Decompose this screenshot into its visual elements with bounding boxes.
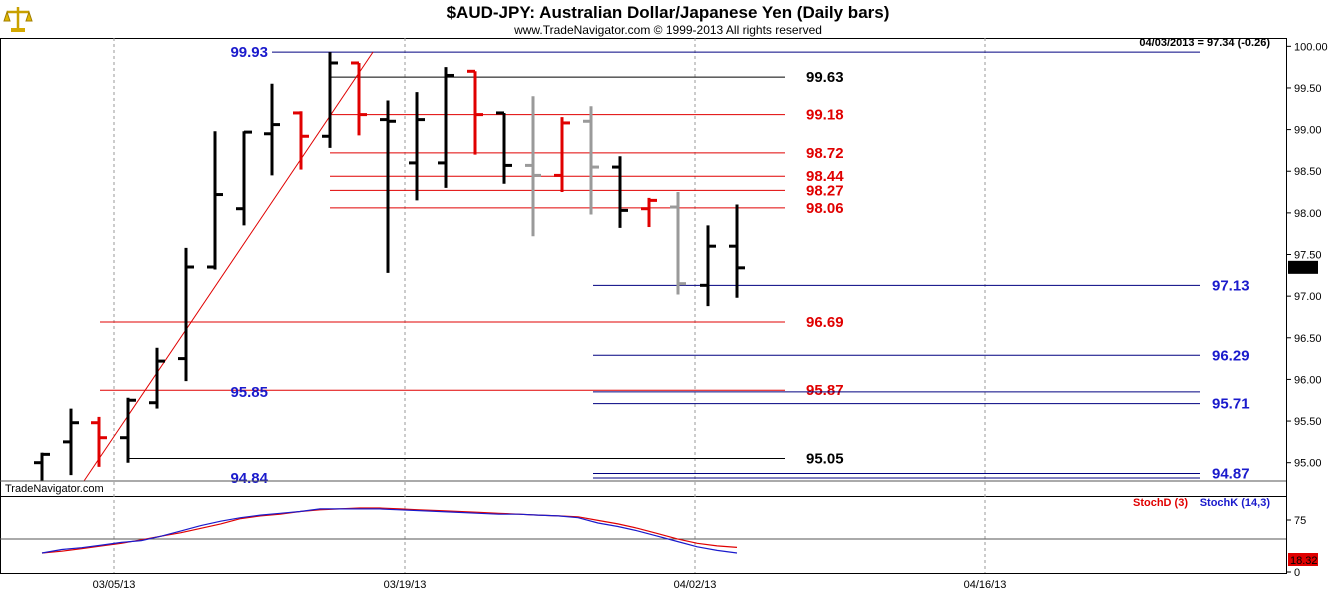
- stoch-value-label: 18.32: [1290, 555, 1318, 567]
- scales-icon: [2, 3, 34, 35]
- ohlc-bar: [236, 130, 252, 226]
- ohlc-bar: [380, 100, 396, 273]
- y-tick-label: 98.00: [1294, 208, 1322, 220]
- ohlc-bar: [120, 397, 136, 463]
- ohlc-bar: [467, 69, 483, 155]
- ohlc-bar: [641, 197, 657, 228]
- level-label: 99.18: [806, 107, 844, 124]
- ohlc-bar: [207, 131, 223, 270]
- price-axis: 100.00 99.50 99.00 98.50 98.00 97.50 97.00 96.5…: [1286, 41, 1328, 470]
- level-label: 95.05: [806, 451, 844, 468]
- ohlc-bar: [554, 117, 570, 193]
- chart-subtitle: www.TradeNavigator.com © 1999-2013 All r…: [513, 23, 822, 37]
- last-price-tag: [1288, 260, 1318, 274]
- ohlc-bar: [264, 83, 280, 176]
- trendline: [83, 51, 374, 482]
- level-label: 98.44: [806, 168, 844, 185]
- ohlc-bar: [496, 111, 512, 184]
- ohlc-bar: [670, 192, 686, 295]
- y-tick-label: 97.50: [1294, 250, 1322, 262]
- level-label: 95.85: [230, 384, 268, 401]
- vertical-gridlines: [113, 38, 986, 573]
- ohlc-bar: [729, 204, 745, 298]
- level-label: 96.69: [806, 314, 844, 331]
- ohlc-bar: [612, 156, 628, 228]
- stoch-tick-label: 0: [1294, 567, 1300, 579]
- level-label: 98.27: [806, 182, 844, 199]
- y-tick-label: 98.50: [1294, 166, 1322, 178]
- ohlc-bar: [583, 106, 599, 215]
- ohlc-bar: [525, 96, 541, 237]
- ohlc-bar: [91, 416, 107, 467]
- y-tick-label: 96.00: [1294, 374, 1322, 386]
- level-label: 99.63: [806, 69, 844, 86]
- y-tick-label: 99.00: [1294, 125, 1322, 137]
- last-price-label: 97.34: [1290, 263, 1318, 275]
- stoch-series-line: [41, 508, 738, 554]
- ohlc-bar: [178, 247, 194, 382]
- level-label: 96.29: [1212, 347, 1250, 364]
- ohlc-bar: [293, 111, 309, 170]
- ohlc-bar: [700, 225, 716, 307]
- chart-title: $AUD-JPY: Australian Dollar/Japanese Yen…: [447, 3, 890, 22]
- x-tick-label: 03/19/13: [384, 579, 427, 591]
- stoch-series-line: [41, 507, 738, 554]
- y-tick-label: 95.50: [1294, 416, 1322, 428]
- stoch-value-tag: [1288, 553, 1318, 566]
- date-axis: 03/05/13 03/19/13 04/02/13 04/16/13: [93, 579, 1007, 591]
- last-quote: 04/03/2013 = 97.34 (-0.26): [1139, 37, 1270, 49]
- y-tick-label: 96.50: [1294, 333, 1322, 345]
- level-label: 95.71: [1212, 396, 1250, 413]
- ohlc-bar: [409, 92, 425, 201]
- stoch-legend-label: StochD (3): [1133, 497, 1188, 509]
- ohlc-bar: [63, 408, 79, 476]
- watermark: TradeNavigator.com: [5, 483, 104, 495]
- ohlc-bar: [322, 52, 338, 148]
- level-label: 98.72: [806, 145, 844, 162]
- stoch-legend-label: StochK (14,3): [1200, 497, 1271, 509]
- ohlc-bar: [438, 67, 454, 188]
- y-tick-label: 99.50: [1294, 83, 1322, 95]
- level-label: 99.93: [230, 44, 268, 61]
- x-tick-label: 04/16/13: [964, 579, 1007, 591]
- x-tick-label: 04/02/13: [674, 579, 717, 591]
- y-tick-label: 97.00: [1294, 291, 1322, 303]
- y-tick-label: 100.00: [1294, 41, 1328, 53]
- level-label: 94.87: [1212, 466, 1250, 483]
- level-label: 97.13: [1212, 277, 1250, 294]
- ohlc-bar: [351, 61, 367, 136]
- price-bars: [34, 52, 745, 482]
- level-label: 95.87: [806, 382, 844, 399]
- plot-frame: [0, 38, 1287, 574]
- level-label: 98.06: [806, 200, 844, 217]
- ohlc-bar: [149, 347, 165, 409]
- stoch-tick-label: 75: [1294, 515, 1306, 527]
- x-tick-label: 03/05/13: [93, 579, 136, 591]
- trendline-segment: [83, 51, 374, 482]
- ohlc-bar: [34, 452, 50, 482]
- level-label: 94.84: [230, 470, 268, 487]
- stochastic-panel: 75 0 StochD (3) StochK (14,3) 18.32: [0, 480, 1318, 579]
- y-tick-label: 95.00: [1294, 458, 1322, 470]
